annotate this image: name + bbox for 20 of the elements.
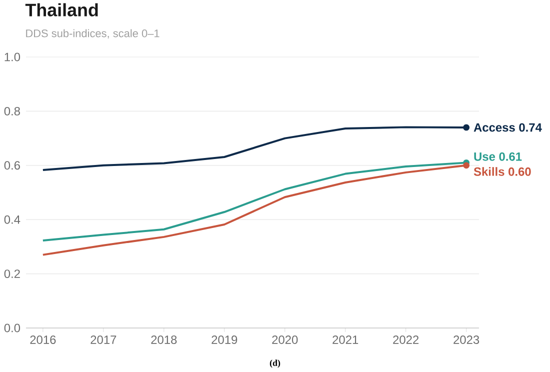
- x-tick-label: 2022: [393, 336, 419, 344]
- x-tick-label: 2016: [30, 336, 56, 344]
- data-label: Skills 0.60: [474, 167, 531, 176]
- y-tick-label: 0.0: [4, 324, 20, 332]
- y-tick-label: 1.0: [4, 52, 20, 62]
- x-tick-label: 2023: [454, 336, 480, 344]
- chart-title: Thailand: [25, 3, 98, 16]
- x-tick-label: 2021: [332, 336, 358, 344]
- y-tick-label: 0.8: [4, 106, 20, 116]
- y-tick-label: 0.2: [4, 270, 20, 278]
- x-tick-label: 2018: [151, 336, 177, 344]
- data-label: Access 0.74: [474, 123, 542, 132]
- y-tick-label: 0.4: [4, 215, 20, 224]
- data-label: Use 0.61: [474, 152, 522, 161]
- y-tick-label: 0.6: [4, 161, 20, 170]
- text: (d): [270, 360, 280, 368]
- x-tick-label: 2019: [212, 336, 238, 344]
- x-tick-label: 2017: [90, 336, 116, 344]
- x-tick-label: 2020: [272, 336, 298, 344]
- chart-subtitle: DDS sub-indices, scale 0–1: [26, 29, 160, 39]
